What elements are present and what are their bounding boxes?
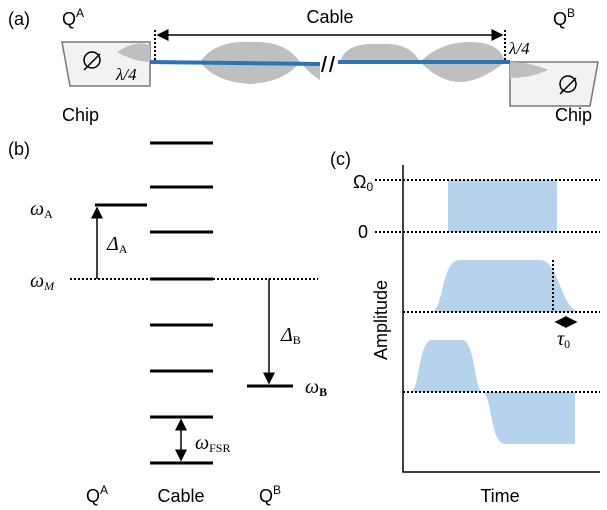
axis-title: Amplitude	[371, 280, 391, 360]
pulse	[430, 260, 582, 312]
delay-label: τ0	[557, 328, 570, 351]
panel-label: (b)	[8, 139, 30, 159]
quarter-wave: λ/4	[115, 65, 137, 84]
level-label: ωB	[305, 376, 327, 399]
column-label: QB	[259, 483, 281, 506]
figure: (a) QA Cable QB λ/4 λ/4 Chip Chip (b) ωA…	[0, 0, 607, 510]
level-label: ΔA	[106, 233, 128, 256]
qubit-label: QA	[62, 6, 84, 29]
cable-label: Cable	[306, 7, 353, 27]
cable	[150, 62, 320, 64]
cable-levels	[150, 143, 213, 463]
level-label: ωA	[30, 198, 53, 221]
break	[330, 56, 334, 72]
axis-level: Ω0	[353, 172, 373, 194]
level-label: ΔB	[280, 324, 301, 347]
panel-label: (c)	[330, 149, 351, 169]
axis-level: 0	[358, 222, 368, 242]
break	[322, 56, 326, 72]
panel-label: (a)	[8, 9, 30, 29]
qubit-label: QB	[553, 6, 575, 29]
chip-label: Chip	[555, 105, 592, 125]
quarter-wave: λ/4	[508, 39, 530, 58]
level-label: ωFSR	[195, 432, 230, 455]
column-label: QA	[86, 483, 108, 506]
axis-title: Time	[480, 486, 519, 506]
column-label: Cable	[157, 486, 204, 506]
level-label: ωM	[30, 270, 55, 293]
pulse	[448, 180, 557, 232]
chip-label: Chip	[62, 105, 99, 125]
